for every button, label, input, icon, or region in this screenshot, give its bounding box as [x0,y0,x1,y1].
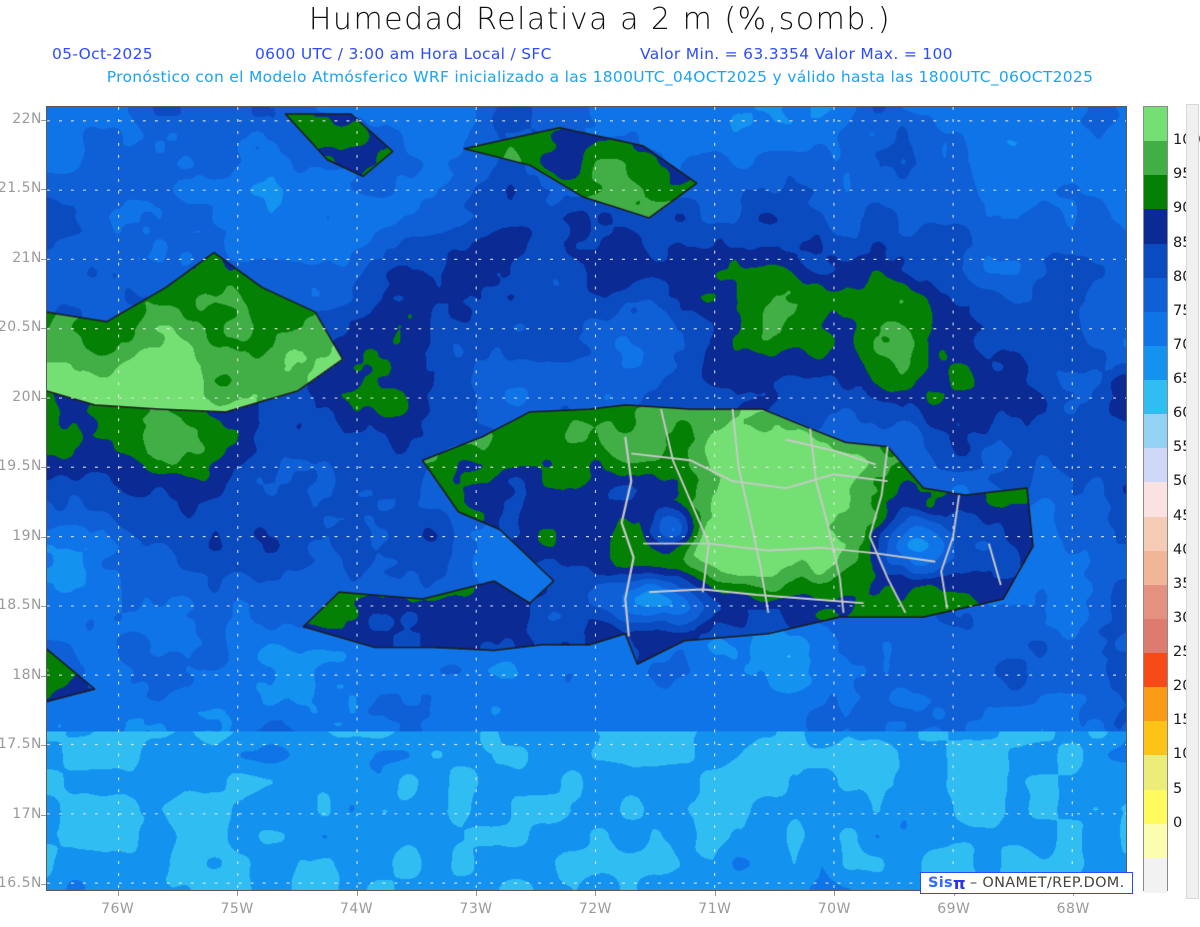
lon-tickmark [714,891,716,896]
watermark-brand: Sis [928,875,953,891]
lon-tickmark [476,891,477,896]
colorbar-segment [1144,516,1167,552]
lon-tickmark [834,891,836,896]
lat-tick-20.5N: 20.5N [0,319,42,336]
chart-header: Humedad Relativa a 2 m (%,somb.) 05-Oct-… [0,0,1200,96]
lat-tick-17N: 17N [12,805,42,822]
lon-tick-74W: 74W [339,901,374,917]
colorbar-segment [1144,175,1167,210]
lat-tick-18N: 18N [12,666,42,683]
lon-tick-71W: 71W [698,901,732,917]
lat-tickmark [41,119,46,121]
colorbar-segment [1144,550,1167,586]
lon-tick-70W: 70W [817,901,851,917]
page-title: Humedad Relativa a 2 m (%,somb.) [308,2,892,37]
lon-tick-68W: 68W [1056,901,1090,917]
lat-tick-19.5N: 19.5N [0,458,42,475]
window-scrollbar[interactable] [1186,104,1199,899]
colorbar-segment [1144,311,1167,347]
colorbar-segment [1144,448,1167,484]
lat-tick-22N: 22N [12,110,42,127]
colorbar-segment [1144,721,1167,757]
colorbar-segment [1144,209,1167,245]
colorbar-segment [1144,687,1167,722]
colorbar-segment [1144,380,1167,415]
colorbar-segment [1144,584,1167,620]
colorbar-segment [1144,789,1167,825]
lon-tick-69W: 69W [937,901,971,917]
lat-tick-20N: 20N [12,388,42,405]
lat-tick-18.5N: 18.5N [0,597,42,614]
lon-tickmark [595,891,597,896]
watermark-pi-icon: π [952,873,966,893]
lat-tickmark [41,258,46,260]
forecast-date: 05-Oct-2025 [52,45,153,63]
colorbar-tick-0: 0 [1173,814,1183,831]
lat-tick-21.5N: 21.5N [0,180,42,197]
source-watermark: Sis π – ONAMET/REP.DOM. [920,872,1133,894]
lat-tickmark [41,745,46,747]
value-range-label: Valor Min. = 63.3354 Valor Max. = 100 [640,45,953,63]
lon-tick-76W: 76W [101,901,135,917]
lon-tickmark [356,891,358,896]
colorbar-segment [1144,414,1167,449]
colorbar-segment [1144,618,1167,654]
forecast-time: 0600 UTC / 3:00 am Hora Local / SFC [255,45,552,63]
colorbar[interactable] [1143,106,1168,893]
lat-tick-19N: 19N [12,527,42,544]
lat-tick-16.5N: 16.5N [0,875,42,892]
lat-tickmark [41,675,46,677]
lon-tickmark [117,891,119,896]
colorbar-segment [1144,653,1167,688]
lat-tickmark [41,884,46,886]
lat-tickmark [41,536,46,538]
lat-tick-21N: 21N [12,249,42,266]
model-description: Pronóstico con el Modelo Atmósferico WRF… [106,68,1094,86]
colorbar-segment [1144,755,1167,791]
colorbar-tick-5: 5 [1173,780,1183,797]
colorbar-segment [1144,823,1167,859]
colorbar-segment [1144,345,1167,381]
lat-tickmark [41,189,46,191]
lon-tick-75W: 75W [220,901,254,917]
colorbar-segment [1144,141,1167,176]
colorbar-segment [1144,482,1167,518]
colorbar-segment [1144,857,1167,893]
lat-tickmark [41,606,46,608]
map-plot-area[interactable] [46,106,1127,891]
colorbar-segment [1144,277,1167,313]
lon-tick-73W: 73W [459,901,493,917]
colorbar-segment [1144,243,1167,279]
colorbar-segment [1144,107,1167,142]
humidity-shading-field [47,107,1126,890]
lat-tickmark [41,814,46,816]
lon-tick-72W: 72W [578,901,613,917]
lat-tickmark [41,328,46,330]
lat-tickmark [41,397,46,399]
lat-tickmark [41,467,46,469]
watermark-institution: – ONAMET/REP.DOM. [969,875,1125,891]
lon-tickmark [237,891,239,896]
lat-tick-17.5N: 17.5N [0,736,42,753]
